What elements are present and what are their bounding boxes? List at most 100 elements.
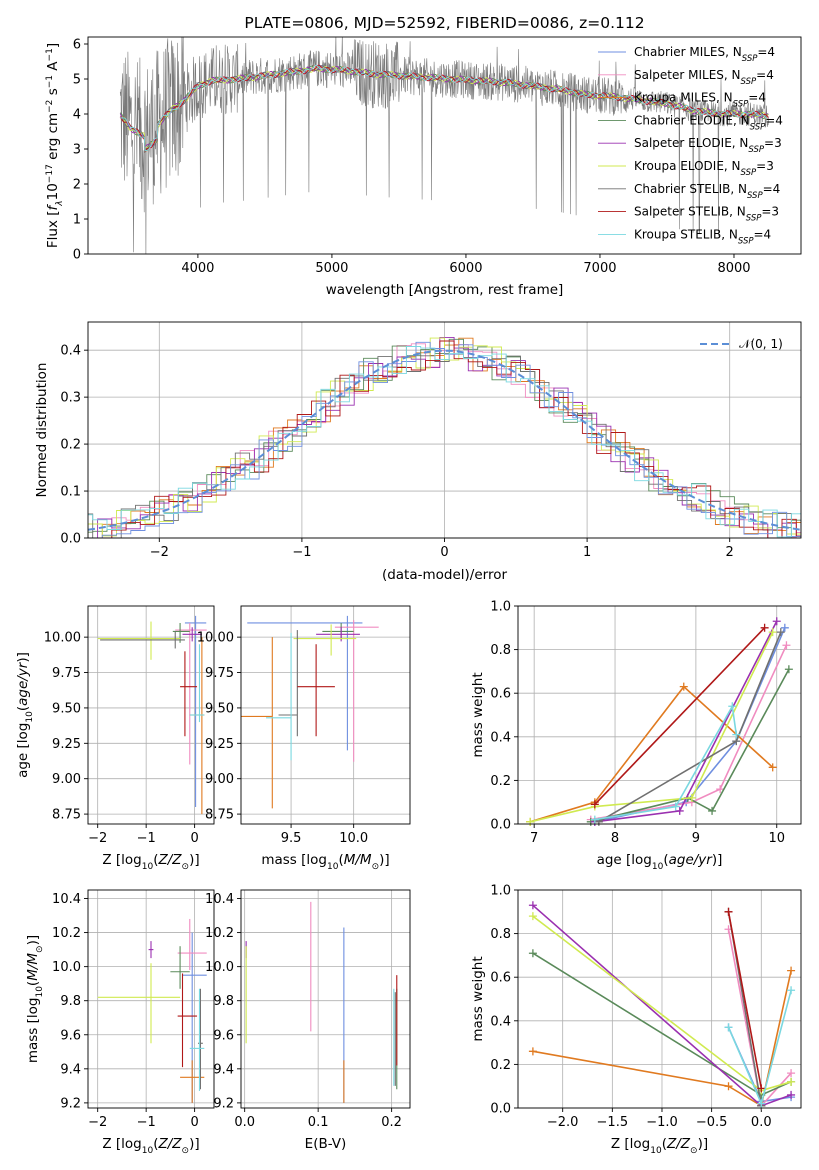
svg-text:Chabrier ELODIE, NSSP=4: Chabrier ELODIE, NSSP=4 [634,113,783,132]
weight-marker [679,682,688,691]
y-tick-label: 9.2 [213,1096,234,1111]
y-tick-label: 9.00 [205,772,234,787]
weight-series-2 [586,641,791,824]
x-tick-label: −1.0 [646,1115,678,1130]
weight_vs_age-axes: 7 8 9 10 0.0 0.2 0.4 0.6 0.8 1.0 [490,600,801,846]
y-tick-label: 9.75 [205,666,234,681]
y-tick-label: 9.50 [205,701,234,716]
y-tick-label: 10.2 [205,926,234,941]
x-tick-label: −2 [88,831,107,846]
y-tick-label: 8.75 [205,808,234,823]
x-tick-label: 0.1 [308,1115,329,1130]
y-tick-label: 0.0 [490,818,511,833]
weight-marker [787,1090,796,1099]
y-tick-label: 4 [73,108,81,123]
y-tick-label: 0.8 [490,643,511,658]
age_vs_mass-frame [240,605,411,825]
age-vs-Z-xlabel: Z [log10(Z/Z⊙)] [102,852,199,872]
weight-marker [787,1077,796,1086]
legend-entry: Kroupa MILES, NSSP=4 [598,91,766,110]
x-tick-label: −1 [292,545,311,560]
y-tick-label: 10.4 [205,892,234,907]
weight_vs_age-frame [517,605,802,825]
errorbar-point [148,941,154,959]
weight-marker [590,815,599,824]
model-spectrum-9 [119,64,769,152]
weight-series-7 [594,628,785,826]
x-tick-label: 0.0 [234,1115,255,1130]
residual-histogram-1 [88,341,801,538]
y-tick-label: 0.2 [490,1058,511,1073]
weight-series-6 [526,628,777,826]
legend-entry: Chabrier MILES, NSSP=4 [598,45,775,64]
errorbar-point [100,631,185,649]
errorbar-point [170,946,190,989]
y-tick-label: 1.0 [490,600,511,615]
normal-curve [88,349,801,531]
spectrum-ylabel: Flux [fλ10−17 erg cm−2 s−1 A−1] [45,43,65,248]
residual-histogram-5 [88,336,801,538]
y-tick-label: 0.1 [60,485,81,500]
weight-marker [728,702,737,711]
weight-marker [671,802,680,811]
y-tick-label: 0.4 [490,1014,511,1029]
x-tick-label: 9.5 [281,831,302,846]
mass_vs_ebv-frame [240,889,411,1109]
y-tick-label: 9.8 [60,994,81,1009]
x-tick-label: 7000 [583,261,616,276]
weight-marker [768,628,777,637]
errorbar-point [189,988,205,1091]
residual-histogram-2 [88,343,801,538]
weight-marker [687,793,696,802]
weight-vs-Z-xlabel: Z [log10(Z/Z⊙)] [611,1136,708,1156]
weight-marker [708,806,717,815]
y-tick-label: 0.2 [490,774,511,789]
weight-marker [787,966,796,975]
y-tick-label: 0.3 [60,391,81,406]
weight-marker [782,641,791,650]
residual-histogram-8 [88,340,801,538]
weight-series-9 [724,986,796,1108]
weight-marker [528,901,537,910]
mass_vs_Z-axes: −2 −1 0 9.2 9.4 9.6 9.8 10.0 10.2 10.4 [52,890,214,1130]
svg-text:Kroupa ELODIE, NSSP=3: Kroupa ELODIE, NSSP=3 [634,159,774,178]
errorbar-point [247,615,363,751]
mass_vs_ebv-axes: 0.0 0.1 0.2 9.2 9.4 9.6 9.8 10.0 10.2 10.4 [205,890,410,1130]
mass-vs-Z-ylabel: mass [log10(M/M⊙)] [25,935,45,1063]
svg-text:Salpeter ELODIE, NSSP=3: Salpeter ELODIE, NSSP=3 [634,136,782,155]
legend-entry: Kroupa ELODIE, NSSP=3 [598,159,774,178]
x-tick-label: 8 [611,831,619,846]
errorbar-point [198,988,203,1090]
y-tick-label: 9.75 [52,666,81,681]
y-tick-label: 9.25 [205,737,234,752]
svg-text:Kroupa STELIB, NSSP=4: Kroupa STELIB, NSSP=4 [634,227,771,246]
x-tick-label: −2 [88,1115,107,1130]
weight-marker [768,763,777,772]
x-tick-label: −2.0 [547,1115,579,1130]
y-tick-label: 10.0 [52,960,81,975]
y-tick-label: 0.6 [490,687,511,702]
x-tick-label: 6000 [449,261,482,276]
weight-marker [526,817,535,826]
errorbar-point [189,637,205,815]
y-tick-label: 10.4 [52,892,81,907]
y-tick-label: 6 [73,38,81,53]
y-tick-label: 0.4 [490,730,511,745]
mass_vs_Z-frame [87,889,215,1109]
weight-marker [732,730,741,739]
x-tick-label: 1 [583,545,591,560]
y-tick-label: 9.4 [213,1062,234,1077]
residuals-frame [87,321,802,539]
legend-entry: Chabrier STELIB, NSSP=4 [598,182,780,201]
y-tick-label: 10.00 [197,631,234,646]
x-tick-label: 2 [726,545,734,560]
y-tick-label: 0.8 [490,927,511,942]
age_vs_Z-frame [87,605,215,825]
y-tick-label: 10.2 [52,926,81,941]
age-vs-Z-ylabel: age [log10(age/yr)] [15,652,35,778]
mass-vs-ebv-xlabel: E(B-V) [305,1136,347,1152]
x-tick-label: −1.5 [597,1115,629,1130]
residual-histogram-9 [88,346,801,538]
weight-marker [724,1023,733,1032]
